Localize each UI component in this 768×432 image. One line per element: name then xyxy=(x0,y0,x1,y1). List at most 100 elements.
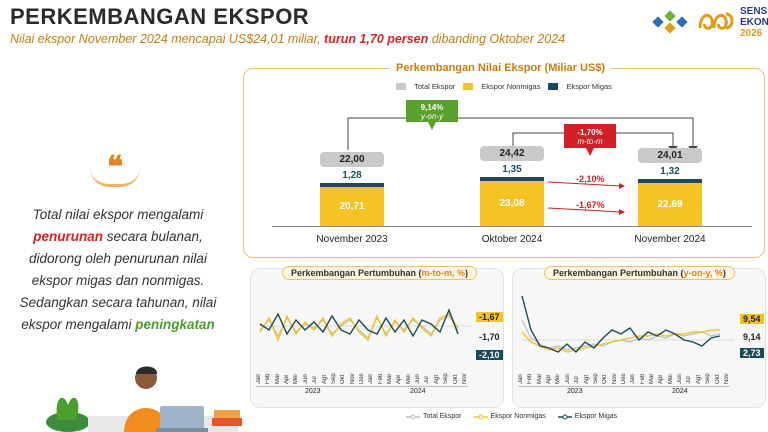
mtm-title-b: m-to-m, % xyxy=(421,268,466,278)
yoy-line-chart xyxy=(521,295,734,353)
month-tick-label: Nov xyxy=(723,373,730,384)
sensus-logo-icon xyxy=(698,12,734,30)
yoy-line-nonmigas xyxy=(521,329,720,353)
mtm-year-divider xyxy=(256,386,468,387)
bottom-legend-total-label: Total Ekspor xyxy=(423,413,462,420)
month-tick-label: Feb xyxy=(377,373,384,384)
yoy-line-total xyxy=(521,319,721,351)
yoy-label: y-on-y xyxy=(420,112,444,121)
page-title: PERKEMBANGAN EKSPOR xyxy=(10,4,310,29)
month-tick-label: Okt xyxy=(452,374,459,384)
month-tick-label: Agt xyxy=(583,374,590,384)
legend-total-line-icon xyxy=(406,414,420,419)
narrative-p1a: Total nilai ekspor mengalami xyxy=(32,207,204,222)
month-tick-label: Mei xyxy=(555,374,562,384)
yoy-month-axis: Jan Feb Mar Apr Mei Jun Jul Agt Sep Okt Nov Des Jan F… xyxy=(518,362,730,384)
bar-migas-segment xyxy=(320,183,384,187)
narrative-text: Total nilai ekspor mengalami penurunan s… xyxy=(8,204,228,336)
legend-nonmigas: Ekspor Nonmigas xyxy=(481,82,541,91)
bar-group-okt2024: 24,42 1,35 23,08 xyxy=(480,146,544,227)
month-tick-label: Okt xyxy=(714,374,721,384)
axis-label-okt2024: Oktober 2024 xyxy=(481,234,543,245)
yoy-title-b: y-on-y, % xyxy=(683,268,723,278)
month-tick-label: Nov xyxy=(611,373,618,384)
month-tick-label: Des xyxy=(358,373,365,384)
month-tick-label: Jan xyxy=(518,374,524,384)
sensus-logo-text: SENSUS EKONOMI 2026 xyxy=(740,6,768,39)
month-tick-label: Jun xyxy=(302,374,309,384)
yoy-title-a: Perkembangan Pertumbuhan ( xyxy=(553,268,684,278)
bar-migas-label: 1,32 xyxy=(660,166,680,177)
legend-migas-line-icon xyxy=(557,414,572,419)
subtitle-part2: dibanding Oktober 2024 xyxy=(428,32,566,46)
yoy-end-migas: 2,73 xyxy=(740,348,764,358)
month-tick-label: Jul xyxy=(312,376,319,384)
bottom-legend-total: Total Ekspor xyxy=(406,413,462,420)
yoy-end-total: 9,14 xyxy=(743,332,761,342)
person-laptop-illustration xyxy=(46,366,242,432)
mtm-tag-shape xyxy=(564,124,616,156)
bottom-legend-migas: Ekspor Migas xyxy=(557,413,618,420)
logo-year: 2026 xyxy=(740,28,763,39)
month-tick-label: Jul xyxy=(424,376,431,384)
bar-nonmigas-segment: 23,08 xyxy=(480,181,544,227)
bar-migas-segment xyxy=(638,179,702,183)
month-tick-label: Apr xyxy=(396,374,403,384)
quote-arc xyxy=(90,168,140,187)
yoy-tag-shape xyxy=(406,100,458,130)
month-tick-label: Feb xyxy=(527,373,534,384)
bar-migas-segment xyxy=(480,177,544,181)
main-axis-line xyxy=(272,226,752,227)
mtm-tag: -1,70% m-to-m xyxy=(564,127,616,147)
bar-total-label: 24,42 xyxy=(480,146,544,161)
month-tick-label: Apr xyxy=(284,374,291,384)
month-tick-label: Mar xyxy=(387,373,394,384)
mtm-month-axis: Jan Feb Mar Apr Mei Jun Jul Agt Sep Okt Nov Des Jan F… xyxy=(256,362,468,384)
month-tick-label: Agt xyxy=(695,374,702,384)
bar-total-label: 24,01 xyxy=(638,148,702,163)
subtitle-highlight: turun 1,70 persen xyxy=(324,32,429,46)
month-tick-label: Jul xyxy=(686,376,693,384)
mtm-line-migas xyxy=(259,308,459,338)
migas-change-label: -1,67% xyxy=(576,200,605,210)
bottom-legend-nonmigas-label: Ekspor Nonmigas xyxy=(490,413,546,420)
month-tick-label: Jun xyxy=(677,374,684,384)
bottom-legend-migas-label: Ekspor Migas xyxy=(574,413,618,420)
mtm-value: -1,70% xyxy=(577,128,603,137)
month-tick-label: Okt xyxy=(602,374,609,384)
bar-nonmigas-segment: 20,71 xyxy=(320,187,384,227)
mtm-chart-panel xyxy=(250,268,504,408)
main-chart-title: Perkembangan Nilai Ekspor (Miliar US$) xyxy=(390,62,612,74)
bar-total-label: 22,00 xyxy=(320,152,384,167)
mtm-title-c: ) xyxy=(465,268,469,278)
mtm-label: m-to-m xyxy=(577,137,603,146)
month-tick-label: Apr xyxy=(546,374,553,384)
yoy-year-2024: 2024 xyxy=(672,388,688,395)
logo-line1: SENSUS xyxy=(740,6,768,17)
month-tick-label: Jan xyxy=(630,374,637,384)
month-tick-label: Feb xyxy=(265,373,272,384)
legend-migas: Ekspor Migas xyxy=(566,82,612,91)
nonmigas-change-label: -2,10% xyxy=(576,174,605,184)
month-tick-label: Mar xyxy=(536,373,543,384)
month-tick-label: Mar xyxy=(274,373,281,384)
yoy-end-nonmigas: 9,54 xyxy=(740,314,764,324)
month-tick-label: Nov xyxy=(349,373,356,384)
bar-migas-label: 1,28 xyxy=(342,170,362,181)
month-tick-label: Jan xyxy=(368,374,375,384)
month-tick-label: Jan xyxy=(256,374,262,384)
legend-nonmigas-swatch xyxy=(463,83,474,90)
bottom-legend-nonmigas: Ekspor Nonmigas xyxy=(473,413,546,420)
legend-migas-swatch xyxy=(548,83,559,90)
month-tick-label: Apr xyxy=(658,374,665,384)
yoy-value: 9,14% xyxy=(420,103,444,112)
bar-migas-label: 1,35 xyxy=(502,164,522,175)
yoy-line-migas xyxy=(521,295,721,353)
yoy-chart-title: Perkembangan Pertumbuhan (y-on-y, %) xyxy=(544,266,735,280)
month-tick-label: Sep xyxy=(443,373,450,384)
yoy-year-divider xyxy=(518,386,730,387)
mtm-title-a: Perkembangan Pertumbuhan ( xyxy=(291,268,422,278)
month-tick-label: Mei xyxy=(293,374,300,384)
narrative-p1-red: penurunan xyxy=(33,229,103,244)
main-chart-legend: Total Ekspor Ekspor Nonmigas Ekspor Miga… xyxy=(396,82,612,91)
